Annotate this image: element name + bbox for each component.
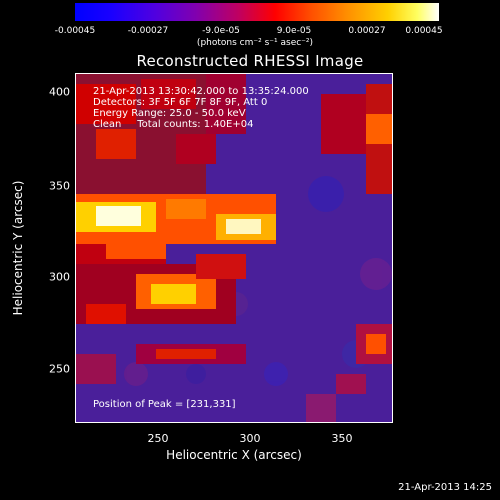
colorbar-tick: 9.0e-05 — [276, 26, 312, 36]
x-tick-label: 300 — [239, 432, 261, 445]
x-tick-label: 350 — [331, 432, 353, 445]
info-line-energy: Energy Range: 25.0 - 50.0 keV — [93, 108, 246, 119]
render-timestamp: 21-Apr-2013 14:25 — [398, 482, 492, 493]
y-tick-label: 350 — [49, 179, 70, 193]
peak-position-label: Position of Peak = [231,331] — [93, 399, 236, 410]
rhessi-image-map — [76, 74, 392, 422]
colorbar-unit-label: (photons cm⁻² s⁻¹ asec⁻²) — [196, 38, 314, 48]
colorbar-tick: -0.00045 — [54, 26, 96, 36]
colorbar-tick: -0.00027 — [127, 26, 169, 36]
y-axis-label: Heliocentric Y (arcsec) — [11, 180, 25, 316]
y-tick-label: 300 — [49, 270, 70, 284]
plot-title: Reconstructed RHESSI Image — [136, 52, 364, 70]
y-tick-label: 250 — [49, 362, 70, 376]
x-tick-label: 250 — [147, 432, 169, 445]
image-plot[interactable]: 21-Apr-2013 13:30:42.000 to 13:35:24.000… — [75, 73, 393, 423]
info-line-time: 21-Apr-2013 13:30:42.000 to 13:35:24.000 — [93, 86, 309, 97]
colorbar-tick: 0.00045 — [405, 26, 443, 36]
y-tick-label: 400 — [49, 85, 70, 99]
colorbar — [75, 3, 439, 21]
colorbar-tick: -9.0e-05 — [202, 26, 240, 36]
colorbar-tick: 0.00027 — [348, 26, 386, 36]
info-line-counts: Clean Total counts: 1.40E+04 — [93, 119, 254, 130]
info-line-detectors: Detectors: 3F 5F 6F 7F 8F 9F, Att 0 — [93, 97, 268, 108]
x-axis-label: Heliocentric X (arcsec) — [166, 448, 302, 462]
